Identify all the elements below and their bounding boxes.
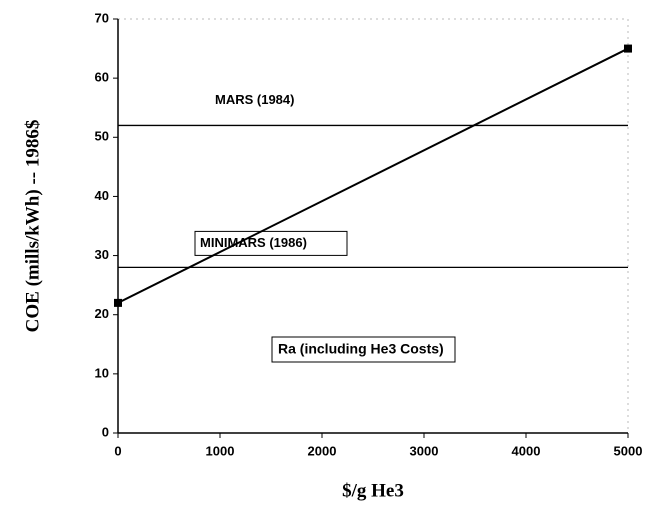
y-tick-label: 20 bbox=[95, 306, 109, 321]
x-tick-label: 4000 bbox=[512, 443, 541, 458]
y-tick-label: 50 bbox=[95, 129, 109, 144]
x-tick-label: 5000 bbox=[614, 443, 643, 458]
y-tick-label: 40 bbox=[95, 188, 109, 203]
marker bbox=[114, 298, 122, 307]
x-tick-label: 2000 bbox=[308, 443, 337, 458]
line bbox=[117, 47, 629, 304]
x-tick-label: 3000 bbox=[410, 443, 439, 458]
y-tick-label: 60 bbox=[95, 70, 109, 85]
label-box bbox=[194, 230, 348, 256]
y-tick-label: 10 bbox=[95, 365, 109, 380]
y-tick-label: 30 bbox=[95, 247, 109, 262]
x-tick-label: 1000 bbox=[206, 443, 235, 458]
y-axis-label: COE (mills/kWh) -- 1986$ bbox=[22, 120, 43, 333]
y-tick-label: 0 bbox=[102, 424, 109, 439]
x-axis-label: $/g He3 bbox=[342, 480, 404, 501]
x-tick-label: 0 bbox=[114, 443, 121, 458]
marker bbox=[624, 44, 632, 53]
reference-label: MINIMARS (1986) bbox=[200, 235, 307, 250]
legend-label: Ra (including He3 Costs) bbox=[278, 341, 444, 357]
legend-box bbox=[271, 336, 456, 363]
reference-label: MARS (1984) bbox=[215, 92, 294, 107]
y-tick-label: 70 bbox=[95, 10, 109, 25]
